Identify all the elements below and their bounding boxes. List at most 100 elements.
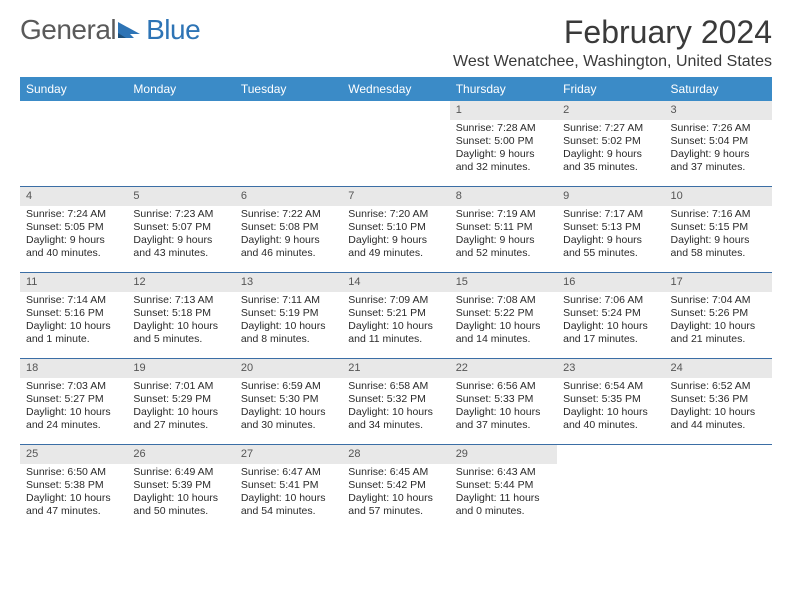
- daylight: Daylight: 10 hours and 54 minutes.: [241, 492, 336, 518]
- daylight: Daylight: 9 hours and 52 minutes.: [456, 234, 551, 260]
- day-number: 25: [20, 445, 127, 464]
- daylight: Daylight: 10 hours and 11 minutes.: [348, 320, 443, 346]
- day-cell: [665, 445, 772, 530]
- sunrise: Sunrise: 6:59 AM: [241, 380, 336, 393]
- day-body: Sunrise: 7:11 AMSunset: 5:19 PMDaylight:…: [235, 292, 342, 351]
- day-number: 23: [557, 359, 664, 378]
- sunrise: Sunrise: 7:09 AM: [348, 294, 443, 307]
- day-number: 21: [342, 359, 449, 378]
- day-header: Tuesday: [235, 77, 342, 101]
- sunset: Sunset: 5:15 PM: [671, 221, 766, 234]
- day-cell: [20, 101, 127, 186]
- daylight: Daylight: 11 hours and 0 minutes.: [456, 492, 551, 518]
- sunset: Sunset: 5:33 PM: [456, 393, 551, 406]
- day-number: [235, 101, 342, 120]
- day-number: 15: [450, 273, 557, 292]
- sunset: Sunset: 5:10 PM: [348, 221, 443, 234]
- daylight: Daylight: 10 hours and 34 minutes.: [348, 406, 443, 432]
- sunset: Sunset: 5:21 PM: [348, 307, 443, 320]
- sunrise: Sunrise: 7:20 AM: [348, 208, 443, 221]
- sunset: Sunset: 5:42 PM: [348, 479, 443, 492]
- location: West Wenatchee, Washington, United State…: [453, 53, 772, 71]
- sunrise: Sunrise: 7:16 AM: [671, 208, 766, 221]
- sunset: Sunset: 5:29 PM: [133, 393, 228, 406]
- logo-flag-icon: [118, 20, 144, 45]
- day-body: Sunrise: 7:17 AMSunset: 5:13 PMDaylight:…: [557, 206, 664, 265]
- sunrise: Sunrise: 7:01 AM: [133, 380, 228, 393]
- week-row: 25Sunrise: 6:50 AMSunset: 5:38 PMDayligh…: [20, 445, 772, 530]
- day-cell: 6Sunrise: 7:22 AMSunset: 5:08 PMDaylight…: [235, 187, 342, 272]
- sunset: Sunset: 5:07 PM: [133, 221, 228, 234]
- logo-general: General: [20, 14, 116, 46]
- sunset: Sunset: 5:08 PM: [241, 221, 336, 234]
- day-cell: [342, 101, 449, 186]
- day-number: [557, 445, 664, 464]
- day-body: Sunrise: 7:26 AMSunset: 5:04 PMDaylight:…: [665, 120, 772, 179]
- day-number: [127, 101, 234, 120]
- day-number: [342, 101, 449, 120]
- day-number: 27: [235, 445, 342, 464]
- day-body: Sunrise: 7:24 AMSunset: 5:05 PMDaylight:…: [20, 206, 127, 265]
- day-body: Sunrise: 7:23 AMSunset: 5:07 PMDaylight:…: [127, 206, 234, 265]
- day-number: 19: [127, 359, 234, 378]
- daylight: Daylight: 10 hours and 21 minutes.: [671, 320, 766, 346]
- day-body: Sunrise: 7:20 AMSunset: 5:10 PMDaylight:…: [342, 206, 449, 265]
- daylight: Daylight: 9 hours and 40 minutes.: [26, 234, 121, 260]
- sunset: Sunset: 5:41 PM: [241, 479, 336, 492]
- day-cell: 9Sunrise: 7:17 AMSunset: 5:13 PMDaylight…: [557, 187, 664, 272]
- sunrise: Sunrise: 7:11 AM: [241, 294, 336, 307]
- calendar-header-row: SundayMondayTuesdayWednesdayThursdayFrid…: [20, 77, 772, 101]
- daylight: Daylight: 10 hours and 30 minutes.: [241, 406, 336, 432]
- day-cell: 4Sunrise: 7:24 AMSunset: 5:05 PMDaylight…: [20, 187, 127, 272]
- sunrise: Sunrise: 7:28 AM: [456, 122, 551, 135]
- sunset: Sunset: 5:13 PM: [563, 221, 658, 234]
- day-header: Friday: [557, 77, 664, 101]
- sunrise: Sunrise: 7:14 AM: [26, 294, 121, 307]
- daylight: Daylight: 10 hours and 27 minutes.: [133, 406, 228, 432]
- day-body: Sunrise: 6:58 AMSunset: 5:32 PMDaylight:…: [342, 378, 449, 437]
- day-body: Sunrise: 6:49 AMSunset: 5:39 PMDaylight:…: [127, 464, 234, 523]
- sunrise: Sunrise: 6:50 AM: [26, 466, 121, 479]
- sunset: Sunset: 5:38 PM: [26, 479, 121, 492]
- day-body: Sunrise: 6:52 AMSunset: 5:36 PMDaylight:…: [665, 378, 772, 437]
- day-body: Sunrise: 7:09 AMSunset: 5:21 PMDaylight:…: [342, 292, 449, 351]
- daylight: Daylight: 10 hours and 57 minutes.: [348, 492, 443, 518]
- day-cell: [557, 445, 664, 530]
- daylight: Daylight: 10 hours and 1 minute.: [26, 320, 121, 346]
- daylight: Daylight: 9 hours and 55 minutes.: [563, 234, 658, 260]
- day-number: 22: [450, 359, 557, 378]
- sunset: Sunset: 5:44 PM: [456, 479, 551, 492]
- day-cell: 26Sunrise: 6:49 AMSunset: 5:39 PMDayligh…: [127, 445, 234, 530]
- day-cell: 8Sunrise: 7:19 AMSunset: 5:11 PMDaylight…: [450, 187, 557, 272]
- sunrise: Sunrise: 7:08 AM: [456, 294, 551, 307]
- week-row: 11Sunrise: 7:14 AMSunset: 5:16 PMDayligh…: [20, 273, 772, 359]
- day-body: Sunrise: 6:43 AMSunset: 5:44 PMDaylight:…: [450, 464, 557, 523]
- sunrise: Sunrise: 7:26 AM: [671, 122, 766, 135]
- day-number: 3: [665, 101, 772, 120]
- day-number: 2: [557, 101, 664, 120]
- day-cell: 13Sunrise: 7:11 AMSunset: 5:19 PMDayligh…: [235, 273, 342, 358]
- day-cell: 1Sunrise: 7:28 AMSunset: 5:00 PMDaylight…: [450, 101, 557, 186]
- sunrise: Sunrise: 6:58 AM: [348, 380, 443, 393]
- sunset: Sunset: 5:00 PM: [456, 135, 551, 148]
- sunrise: Sunrise: 7:03 AM: [26, 380, 121, 393]
- day-number: 29: [450, 445, 557, 464]
- day-body: Sunrise: 6:45 AMSunset: 5:42 PMDaylight:…: [342, 464, 449, 523]
- day-cell: 29Sunrise: 6:43 AMSunset: 5:44 PMDayligh…: [450, 445, 557, 530]
- day-number: 18: [20, 359, 127, 378]
- day-body: Sunrise: 6:50 AMSunset: 5:38 PMDaylight:…: [20, 464, 127, 523]
- day-cell: 12Sunrise: 7:13 AMSunset: 5:18 PMDayligh…: [127, 273, 234, 358]
- day-cell: 18Sunrise: 7:03 AMSunset: 5:27 PMDayligh…: [20, 359, 127, 444]
- sunrise: Sunrise: 7:19 AM: [456, 208, 551, 221]
- day-header: Wednesday: [342, 77, 449, 101]
- calendar: SundayMondayTuesdayWednesdayThursdayFrid…: [20, 77, 772, 530]
- day-number: 13: [235, 273, 342, 292]
- daylight: Daylight: 9 hours and 46 minutes.: [241, 234, 336, 260]
- day-cell: 15Sunrise: 7:08 AMSunset: 5:22 PMDayligh…: [450, 273, 557, 358]
- sunrise: Sunrise: 6:56 AM: [456, 380, 551, 393]
- daylight: Daylight: 9 hours and 43 minutes.: [133, 234, 228, 260]
- day-cell: 21Sunrise: 6:58 AMSunset: 5:32 PMDayligh…: [342, 359, 449, 444]
- daylight: Daylight: 10 hours and 17 minutes.: [563, 320, 658, 346]
- day-number: 1: [450, 101, 557, 120]
- day-number: 6: [235, 187, 342, 206]
